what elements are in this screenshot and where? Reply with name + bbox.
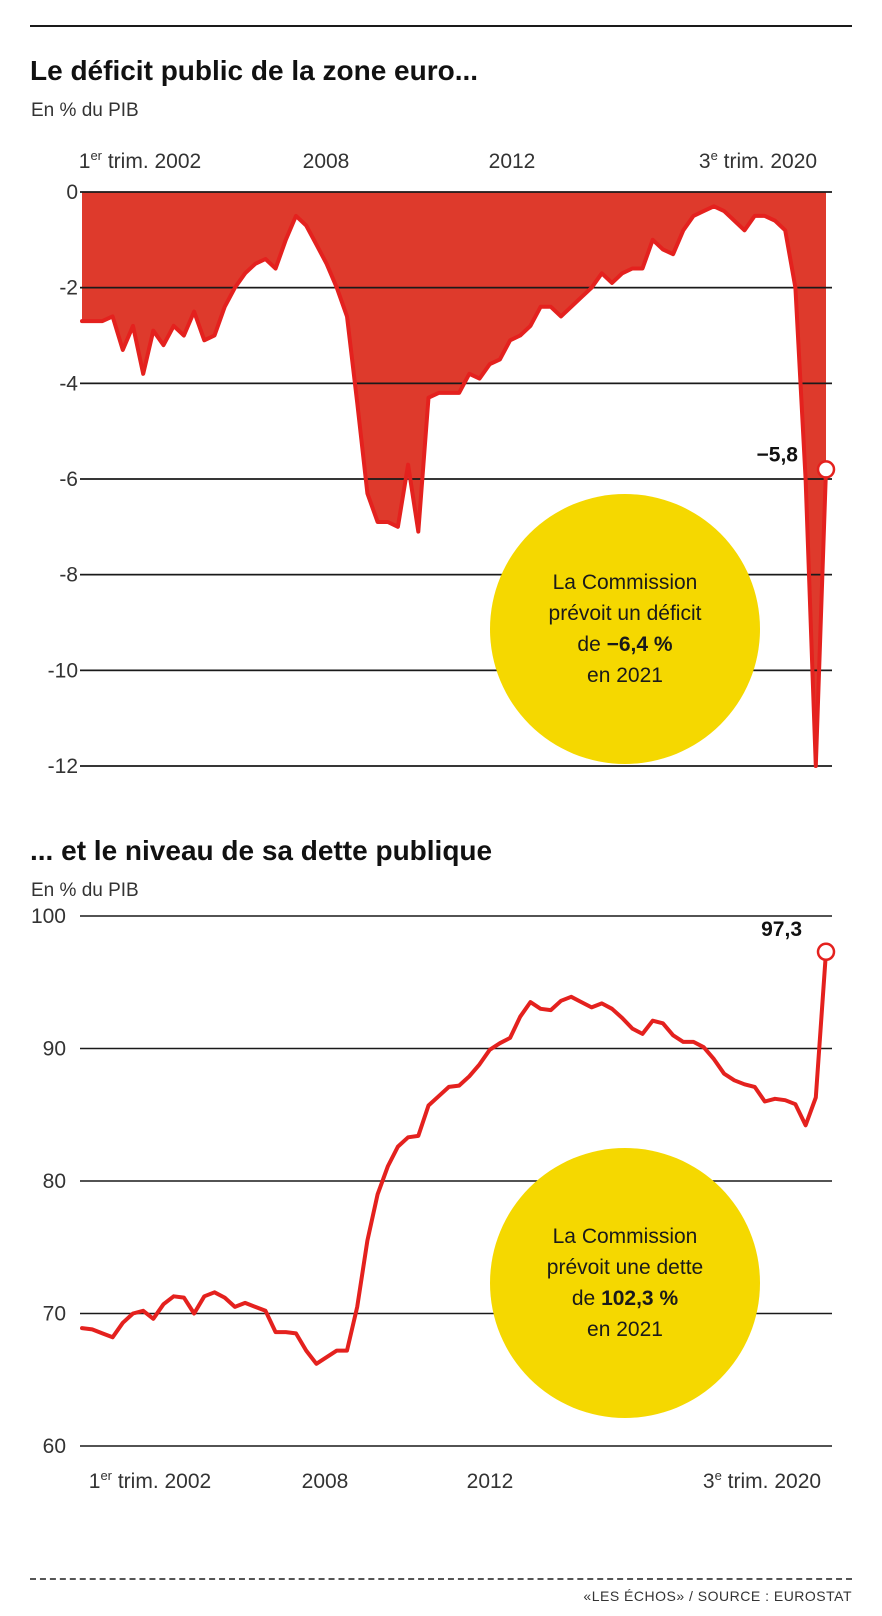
y-tick-label: 70: [43, 1303, 66, 1326]
top-rule: [30, 25, 852, 27]
x-tick-label: 3e trim. 2020: [703, 1468, 821, 1493]
debt-forecast-bubble: La Commission prévoit une dette de 102,3…: [490, 1148, 760, 1418]
x-tick-label: 2008: [303, 150, 350, 173]
bubble1-line3-pre: de: [577, 633, 607, 656]
last-point-marker: [816, 460, 836, 479]
source-credit: «LES ÉCHOS» / SOURCE : EUROSTAT: [583, 1588, 852, 1604]
series-line: [80, 949, 828, 1366]
deficit-forecast-bubble: La Commission prévoit un déficit de −6,4…: [490, 494, 760, 764]
chart1-title: Le déficit public de la zone euro...: [30, 55, 479, 86]
chart2-title: ... et le niveau de sa dette publique: [30, 835, 493, 866]
bubble2-line2: prévoit une dette: [546, 1256, 704, 1279]
last-value-label: −5,8: [757, 443, 799, 466]
y-tick-label: -4: [59, 372, 78, 395]
deficit-chart: 0 -2 -4 -6 -8 -10 -12 1er trim. 2002 2008 2012 3e …: [48, 148, 836, 778]
bubble2-line1: La Commission: [552, 1225, 698, 1248]
bubble1-line2: prévoit un déficit: [548, 602, 702, 625]
y-tick-label: 60: [43, 1435, 66, 1458]
y-tick-label: -10: [48, 659, 78, 682]
chart1-subtitle: En % du PIB: [31, 100, 139, 121]
series-line: [80, 204, 828, 768]
bubble2-value: 102,3 %: [601, 1287, 679, 1310]
y-tick-label: 90: [43, 1038, 66, 1061]
bubble1-line4: en 2021: [587, 664, 663, 687]
chart2-subtitle: En % du PIB: [31, 880, 139, 901]
x-tick-label: 1er trim. 2002: [79, 148, 201, 173]
y-tick-label: -6: [59, 468, 78, 491]
bubble1-line1: La Commission: [552, 571, 698, 594]
bubble2-line3-pre: de: [571, 1287, 602, 1310]
y-tick-label: 0: [66, 181, 78, 204]
y-tick-label: 80: [43, 1170, 66, 1193]
x-tick-label: 2012: [489, 150, 536, 173]
x-tick-label: 2008: [302, 1470, 349, 1493]
last-value-label: 97,3: [761, 918, 802, 941]
y-tick-label: -2: [59, 277, 78, 300]
y-tick-label: -8: [59, 564, 78, 587]
last-point-marker: [816, 942, 836, 962]
x-tick-label: 1er trim. 2002: [89, 1468, 211, 1493]
y-tick-label: -12: [48, 755, 78, 778]
x-tick-label: 3e trim. 2020: [699, 148, 817, 173]
bubble2-line4: en 2021: [587, 1318, 663, 1341]
y-tick-label: 100: [31, 905, 66, 928]
bubble1-value: −6,4 %: [606, 633, 673, 656]
debt-chart: 100 90 80 70 60 1er trim. 2002 2008 2012 3e trim…: [31, 905, 836, 1493]
footer-divider: [30, 1578, 852, 1580]
x-tick-label: 2012: [467, 1470, 514, 1493]
deficit-area: [82, 192, 826, 766]
